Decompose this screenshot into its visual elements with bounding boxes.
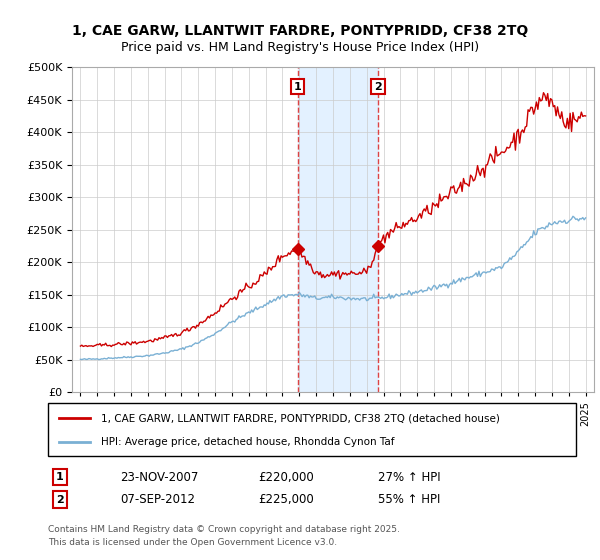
1, CAE GARW, LLANTWIT FARDRE, PONTYPRIDD, CF38 2TQ (detached house): [540, 90, 547, 96]
Text: This data is licensed under the Open Government Licence v3.0.: This data is licensed under the Open Gov…: [48, 538, 337, 547]
HPI: Average price, detached house, Rhondda Cynon Taf: (2.02e+03, 2.68e+05): Average price, detached house, Rhondda C…: [582, 214, 589, 221]
HPI: Average price, detached house, Rhondda Cynon Taf: (2.02e+03, 2.7e+05): Average price, detached house, Rhondda C…: [569, 213, 577, 220]
Text: £225,000: £225,000: [258, 493, 314, 506]
Text: 1: 1: [56, 472, 64, 482]
Text: 2: 2: [374, 82, 382, 92]
1, CAE GARW, LLANTWIT FARDRE, PONTYPRIDD, CF38 2TQ (detached house): [146, 337, 153, 344]
HPI: Average price, detached house, Rhondda Cynon Taf: (2.01e+03, 1.45e+05): Average price, detached house, Rhondda C…: [383, 295, 390, 301]
1, CAE GARW, LLANTWIT FARDRE, PONTYPRIDD, CF38 2TQ (detached house): [433, 200, 440, 207]
HPI: Average price, detached house, Rhondda Cynon Taf: (2e+03, 6.43e+04): Average price, detached house, Rhondda C…: [172, 347, 179, 353]
Text: 1, CAE GARW, LLANTWIT FARDRE, PONTYPRIDD, CF38 2TQ (detached house): 1, CAE GARW, LLANTWIT FARDRE, PONTYPRIDD…: [101, 413, 500, 423]
Text: 1: 1: [294, 82, 302, 92]
1, CAE GARW, LLANTWIT FARDRE, PONTYPRIDD, CF38 2TQ (detached house): [487, 151, 494, 157]
Text: £220,000: £220,000: [258, 470, 314, 484]
1, CAE GARW, LLANTWIT FARDRE, PONTYPRIDD, CF38 2TQ (detached house): [107, 343, 115, 350]
Text: 27% ↑ HPI: 27% ↑ HPI: [378, 470, 440, 484]
Bar: [298, 67, 378, 392]
Line: 1, CAE GARW, LLANTWIT FARDRE, PONTYPRIDD, CF38 2TQ (detached house): 1, CAE GARW, LLANTWIT FARDRE, PONTYPRIDD…: [80, 93, 586, 347]
Text: Price paid vs. HM Land Registry's House Price Index (HPI): Price paid vs. HM Land Registry's House …: [121, 41, 479, 54]
Text: 1, CAE GARW, LLANTWIT FARDRE, PONTYPRIDD, CF38 2TQ: 1, CAE GARW, LLANTWIT FARDRE, PONTYPRIDD…: [72, 24, 528, 38]
Text: Contains HM Land Registry data © Crown copyright and database right 2025.: Contains HM Land Registry data © Crown c…: [48, 525, 400, 534]
HPI: Average price, detached house, Rhondda Cynon Taf: (2.02e+03, 2.27e+05): Average price, detached house, Rhondda C…: [521, 241, 529, 248]
HPI: Average price, detached house, Rhondda Cynon Taf: (2.01e+03, 1.44e+05): Average price, detached house, Rhondda C…: [366, 295, 373, 302]
1, CAE GARW, LLANTWIT FARDRE, PONTYPRIDD, CF38 2TQ (detached house): [77, 343, 84, 349]
Text: 2: 2: [56, 494, 64, 505]
Text: HPI: Average price, detached house, Rhondda Cynon Taf: HPI: Average price, detached house, Rhon…: [101, 436, 394, 446]
Text: 55% ↑ HPI: 55% ↑ HPI: [378, 493, 440, 506]
HPI: Average price, detached house, Rhondda Cynon Taf: (2.01e+03, 1.49e+05): Average price, detached house, Rhondda C…: [394, 292, 401, 298]
Text: 07-SEP-2012: 07-SEP-2012: [120, 493, 195, 506]
1, CAE GARW, LLANTWIT FARDRE, PONTYPRIDD, CF38 2TQ (detached house): [370, 257, 377, 264]
Line: HPI: Average price, detached house, Rhondda Cynon Taf: HPI: Average price, detached house, Rhon…: [80, 216, 586, 360]
1, CAE GARW, LLANTWIT FARDRE, PONTYPRIDD, CF38 2TQ (detached house): [582, 113, 589, 119]
1, CAE GARW, LLANTWIT FARDRE, PONTYPRIDD, CF38 2TQ (detached house): [445, 195, 452, 202]
Text: 23-NOV-2007: 23-NOV-2007: [120, 470, 199, 484]
HPI: Average price, detached house, Rhondda Cynon Taf: (2e+03, 5.03e+04): Average price, detached house, Rhondda C…: [77, 356, 84, 363]
FancyBboxPatch shape: [48, 403, 576, 456]
1, CAE GARW, LLANTWIT FARDRE, PONTYPRIDD, CF38 2TQ (detached house): [500, 149, 508, 156]
HPI: Average price, detached house, Rhondda Cynon Taf: (2e+03, 4.99e+04): Average price, detached house, Rhondda C…: [95, 356, 102, 363]
HPI: Average price, detached house, Rhondda Cynon Taf: (2e+03, 5.06e+04): Average price, detached house, Rhondda C…: [91, 356, 98, 362]
